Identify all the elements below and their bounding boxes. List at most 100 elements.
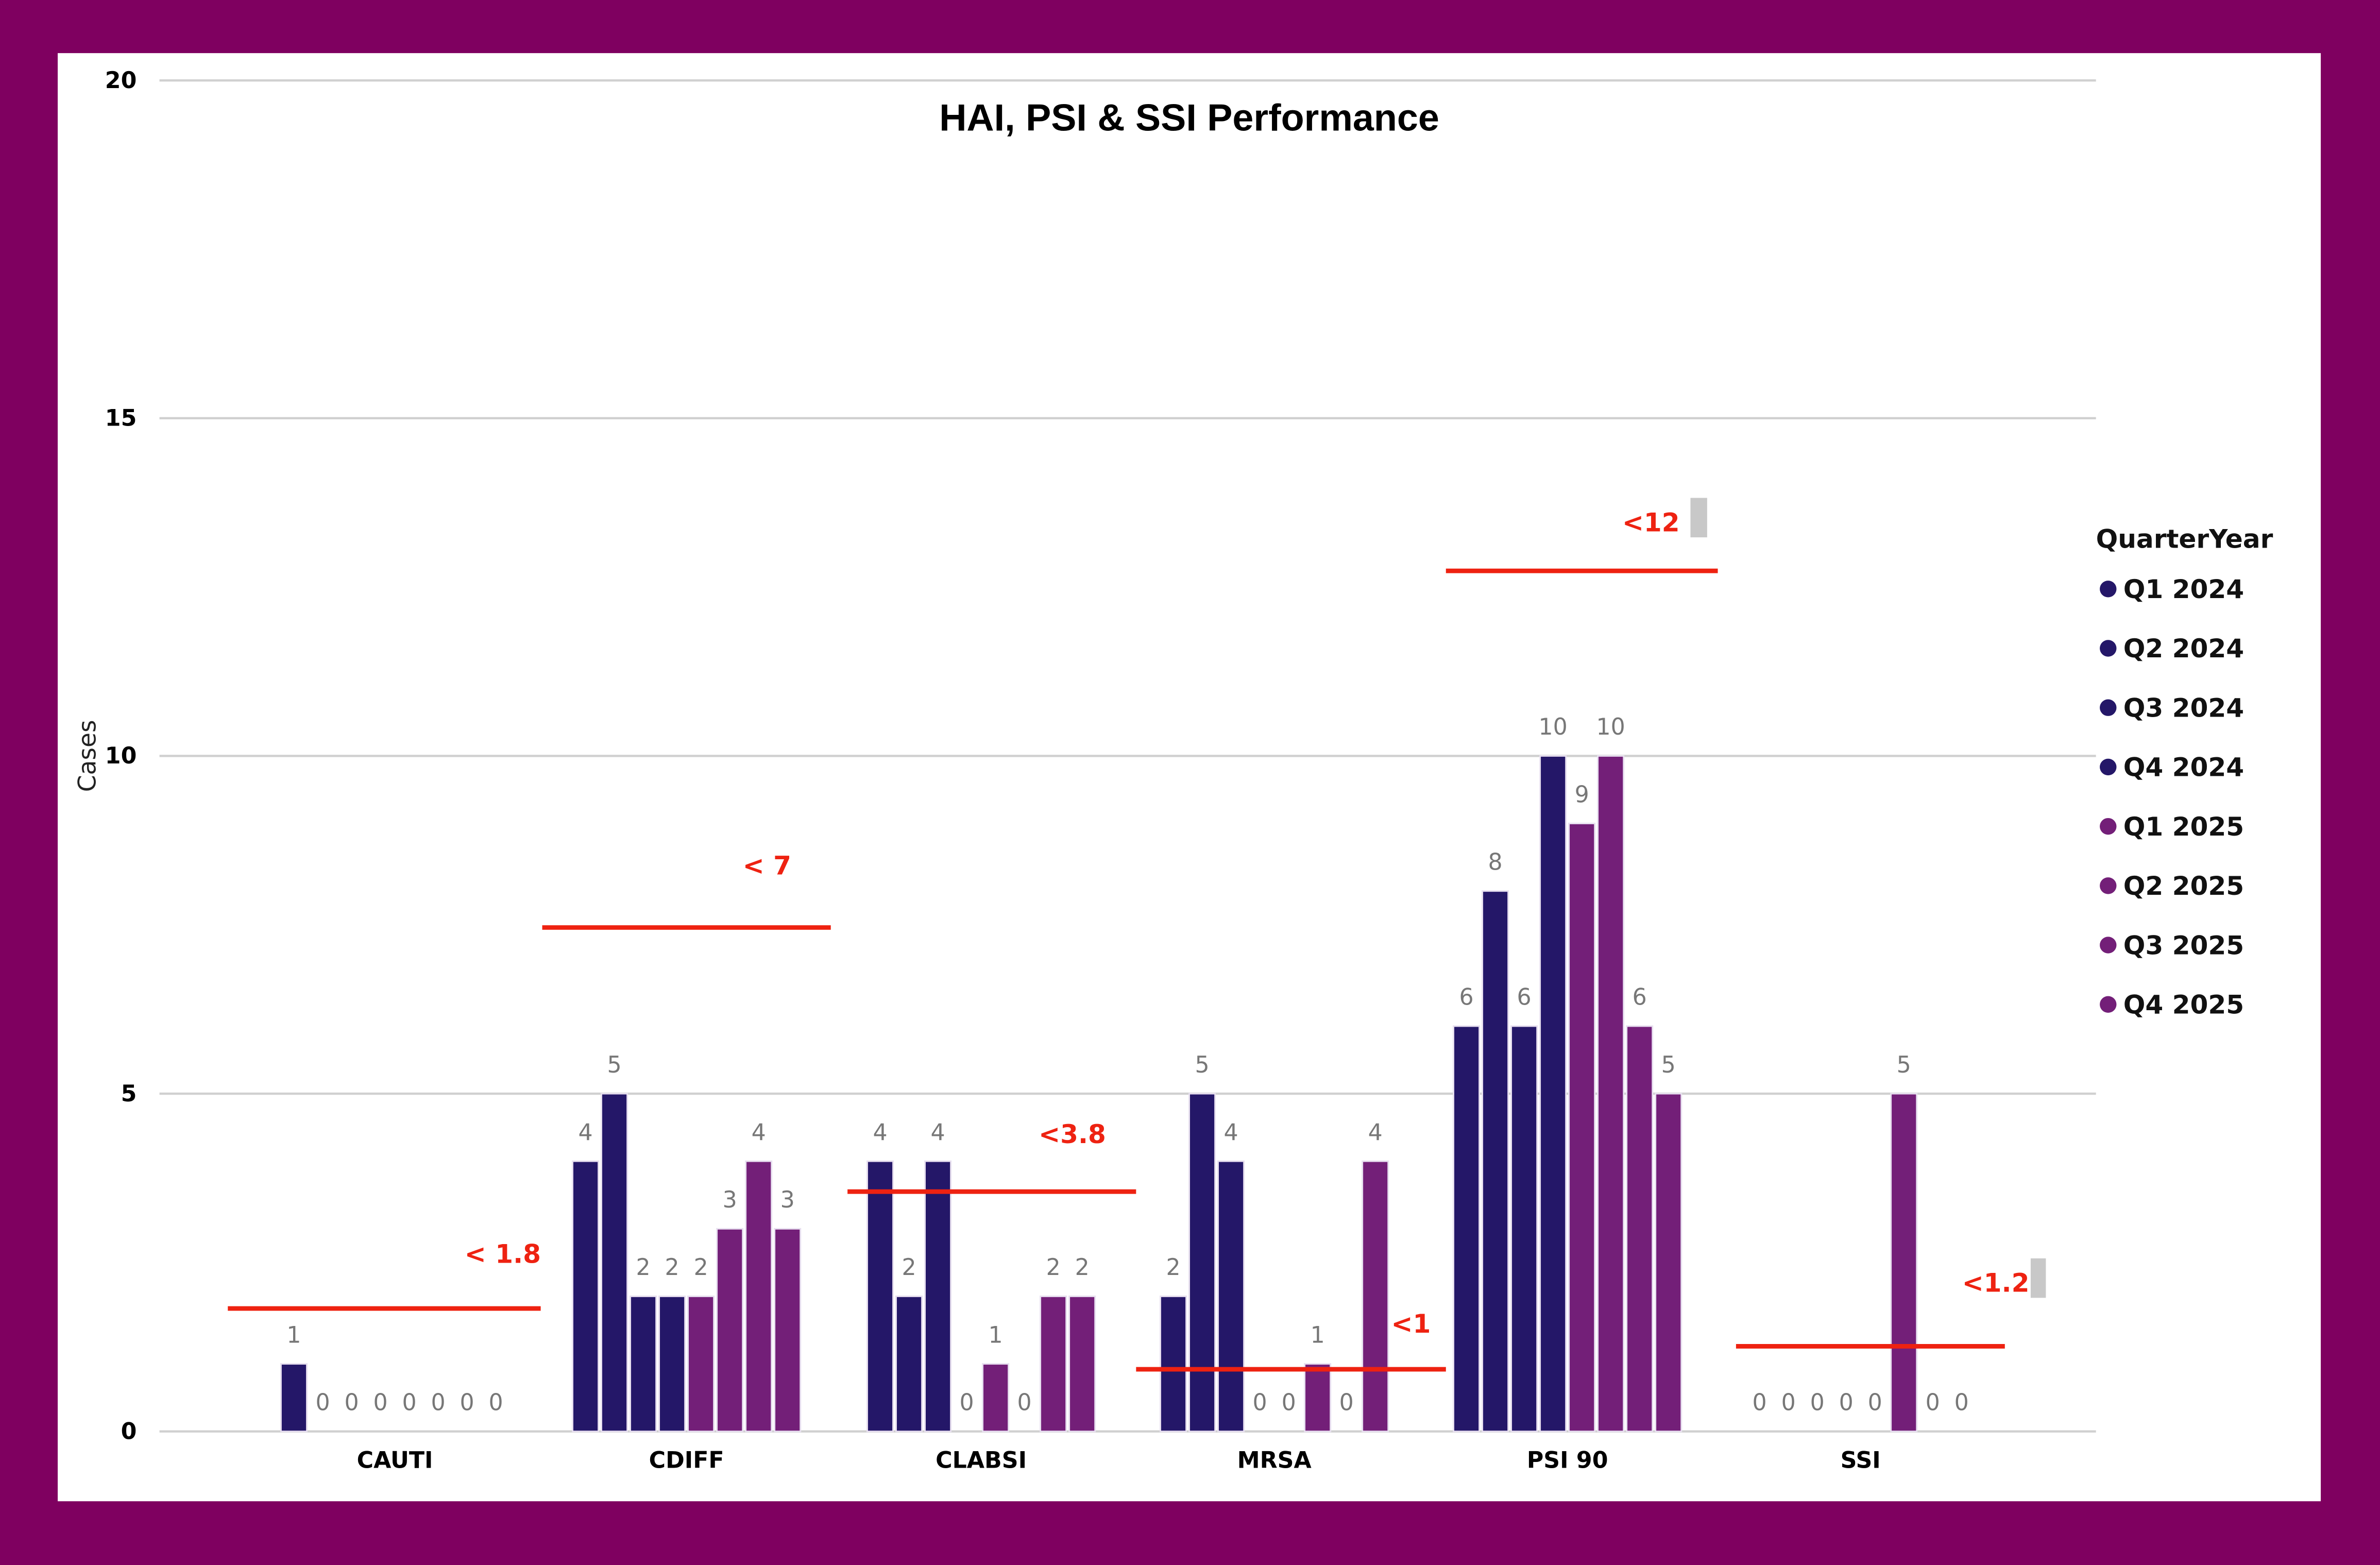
data-label: 0 — [1926, 1389, 1940, 1416]
chart-title: HAI, PSI & SSI Performance — [939, 96, 1439, 139]
legend-item: Q4 2024 — [2123, 752, 2244, 783]
legend-item: Q3 2025 — [2123, 930, 2244, 960]
bar — [982, 1363, 1010, 1433]
target-label: < 7 — [743, 850, 791, 880]
legend-marker — [2100, 877, 2117, 894]
data-label: 4 — [1224, 1119, 1238, 1146]
legend-marker — [2100, 937, 2117, 954]
data-label: 0 — [373, 1389, 387, 1416]
data-label: 0 — [1868, 1389, 1882, 1416]
data-label: 0 — [431, 1389, 446, 1416]
data-label: 3 — [780, 1187, 795, 1213]
data-label: 2 — [636, 1254, 651, 1281]
gridlines — [159, 79, 2096, 1433]
data-label: 2 — [1075, 1254, 1090, 1281]
legend-item: Q4 2025 — [2123, 989, 2244, 1019]
target-label: <1.2 — [1962, 1268, 2030, 1298]
bar — [1539, 755, 1567, 1433]
bar — [716, 1228, 744, 1433]
data-label: 0 — [402, 1389, 417, 1416]
target-lines: < 1.8 < 7 <3.8 <1 <12 <1.2 — [228, 498, 2046, 1372]
y-tick-label: 15 — [105, 405, 137, 432]
bar — [1655, 1093, 1682, 1433]
bar — [1510, 1025, 1538, 1433]
bar — [1626, 1025, 1654, 1433]
bar — [1482, 890, 1509, 1433]
data-label: 0 — [344, 1389, 359, 1416]
category-label: PSI 90 — [1527, 1447, 1608, 1473]
data-label: 3 — [723, 1187, 737, 1213]
y-tick-label: 10 — [105, 743, 137, 769]
category-label: MRSA — [1237, 1447, 1312, 1473]
data-label: 0 — [315, 1389, 330, 1416]
data-label: 0 — [460, 1389, 474, 1416]
legend-marker — [2100, 640, 2117, 657]
data-label: 5 — [607, 1052, 622, 1078]
data-label: 0 — [1339, 1389, 1354, 1416]
bar — [1304, 1363, 1332, 1433]
data-label: 4 — [579, 1119, 593, 1146]
bar — [658, 1295, 686, 1433]
data-label: 0 — [1839, 1389, 1854, 1416]
y-tick-label: 5 — [121, 1081, 137, 1107]
bar — [601, 1093, 628, 1433]
bar — [1453, 1025, 1481, 1433]
data-label: 0 — [1781, 1389, 1796, 1416]
bar — [745, 1160, 773, 1433]
legend-item: Q1 2024 — [2123, 574, 2244, 604]
data-label: 4 — [1368, 1119, 1383, 1146]
bar — [572, 1160, 600, 1433]
legend-item: Q1 2025 — [2123, 811, 2244, 842]
data-label: 1 — [286, 1322, 301, 1348]
marker-box — [2030, 1258, 2046, 1298]
data-label: 2 — [902, 1254, 916, 1281]
legend-marker — [2100, 818, 2117, 835]
data-label: 0 — [1282, 1389, 1296, 1416]
bar — [1217, 1160, 1245, 1433]
data-label: 10 — [1596, 714, 1625, 740]
data-label: 5 — [1195, 1052, 1210, 1078]
data-label: 8 — [1488, 849, 1503, 875]
y-axis-label: Cases — [74, 720, 102, 792]
legend-item: Q2 2024 — [2123, 633, 2244, 664]
data-label: 0 — [1954, 1389, 1969, 1416]
data-label: 4 — [873, 1119, 887, 1146]
data-label: 2 — [1166, 1254, 1181, 1281]
bar — [895, 1295, 923, 1433]
category-label: SSI — [1841, 1447, 1881, 1473]
bar — [1068, 1295, 1096, 1433]
data-label: 10 — [1539, 714, 1568, 740]
bar — [1160, 1295, 1187, 1433]
bar — [1597, 755, 1625, 1433]
x-axis-labels: CAUTI CDIFF CLABSI MRSA PSI 90 SSI — [357, 1447, 1881, 1473]
data-label: 0 — [489, 1389, 503, 1416]
bar — [1188, 1093, 1216, 1433]
data-label: 0 — [960, 1389, 974, 1416]
category-label: CAUTI — [357, 1447, 433, 1473]
data-label: 2 — [665, 1254, 679, 1281]
legend-marker — [2100, 581, 2117, 598]
legend-item: Q3 2024 — [2123, 692, 2244, 723]
data-label: 0 — [1810, 1389, 1825, 1416]
y-tick-label: 20 — [105, 67, 137, 94]
bar — [774, 1228, 802, 1433]
bar — [687, 1295, 715, 1433]
bar — [630, 1295, 657, 1433]
legend-marker — [2100, 699, 2117, 716]
marker-box — [1690, 498, 1707, 538]
bar — [866, 1160, 894, 1433]
data-label: 6 — [1633, 984, 1647, 1011]
data-label: 0 — [1753, 1389, 1767, 1416]
y-axis-ticks: 0 5 10 15 20 — [105, 67, 137, 1445]
legend-item: Q2 2025 — [2123, 871, 2244, 901]
target-label: < 1.8 — [465, 1239, 541, 1269]
bar — [1568, 823, 1596, 1433]
category-label: CLABSI — [936, 1447, 1027, 1473]
bar — [1890, 1093, 1918, 1433]
bar — [924, 1160, 952, 1433]
target-label: <12 — [1622, 507, 1680, 537]
data-label: 4 — [752, 1119, 766, 1146]
legend: QuarterYear Q1 2024 Q2 2024 Q3 2024 Q4 2024… — [2096, 524, 2273, 1020]
